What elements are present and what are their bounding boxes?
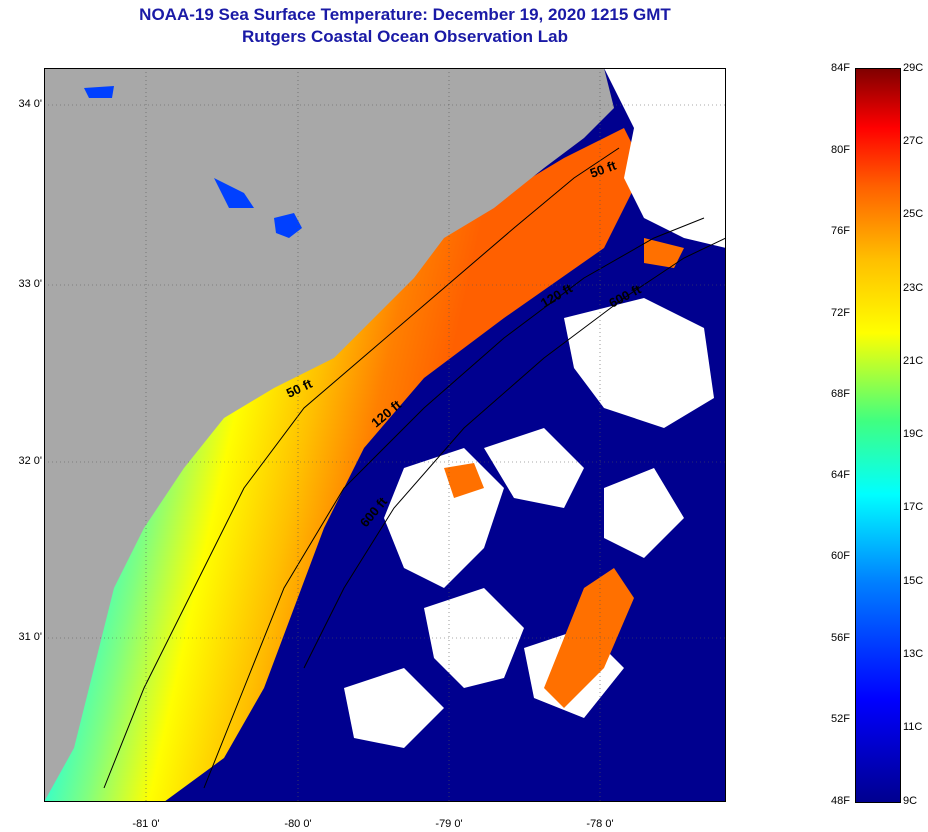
colorbar-c-label: 29C xyxy=(903,62,924,74)
map-subtitle: Rutgers Coastal Ocean Observation Lab xyxy=(242,27,568,46)
colorbar-f-label: 48F xyxy=(831,795,850,807)
colorbar-f-label: 84F xyxy=(831,62,850,74)
lat-label: 32 0' xyxy=(18,455,42,467)
colorbar-f-label: 80F xyxy=(831,144,850,156)
land xyxy=(44,68,614,802)
cloud-mask xyxy=(344,68,726,748)
colorbar-f-label: 68F xyxy=(831,388,850,400)
colorbar-f-label: 56F xyxy=(831,632,850,644)
colorbar-c-label: 19C xyxy=(903,428,924,440)
colorbar-f-label: 60F xyxy=(831,550,850,562)
colorbar-c-label: 17C xyxy=(903,501,924,513)
contour-120ft xyxy=(203,217,705,789)
colorbar-c-label: 9C xyxy=(903,795,918,807)
shelf-water xyxy=(44,128,644,802)
colorbar-f-label: 76F xyxy=(831,225,850,237)
colorbar-f-label: 52F xyxy=(831,713,850,725)
colorbar-c-label: 15C xyxy=(903,575,924,587)
lake xyxy=(274,213,302,238)
lat-label: 34 0' xyxy=(18,98,42,110)
lon-label: -79 0' xyxy=(435,818,463,830)
contour-600ft xyxy=(303,237,726,669)
sst-map: 50 ft 50 ft 120 ft 120 ft 600 ft 600 ft xyxy=(44,68,726,802)
colorbar-c-label: 25C xyxy=(903,208,924,220)
colorbar-f-label: 72F xyxy=(831,307,850,319)
colorbar-c-label: 13C xyxy=(903,648,924,660)
lon-label: -78 0' xyxy=(586,818,614,830)
colorbar-c-label: 23C xyxy=(903,282,924,294)
colorbar-c-label: 27C xyxy=(903,135,924,147)
lon-label: -81 0' xyxy=(132,818,160,830)
lake xyxy=(84,86,114,98)
colorbar-c-label: 21C xyxy=(903,355,924,367)
lon-label: -80 0' xyxy=(284,818,312,830)
lake xyxy=(214,178,254,208)
temperature-colorbar xyxy=(855,68,901,803)
map-frame xyxy=(44,68,726,802)
grid xyxy=(44,68,726,802)
colorbar-c-label: 11C xyxy=(903,721,923,733)
lat-label: 33 0' xyxy=(18,278,42,290)
map-title: NOAA-19 Sea Surface Temperature: Decembe… xyxy=(139,5,671,24)
colorbar-f-label: 64F xyxy=(831,469,850,481)
lat-label: 31 0' xyxy=(18,631,42,643)
